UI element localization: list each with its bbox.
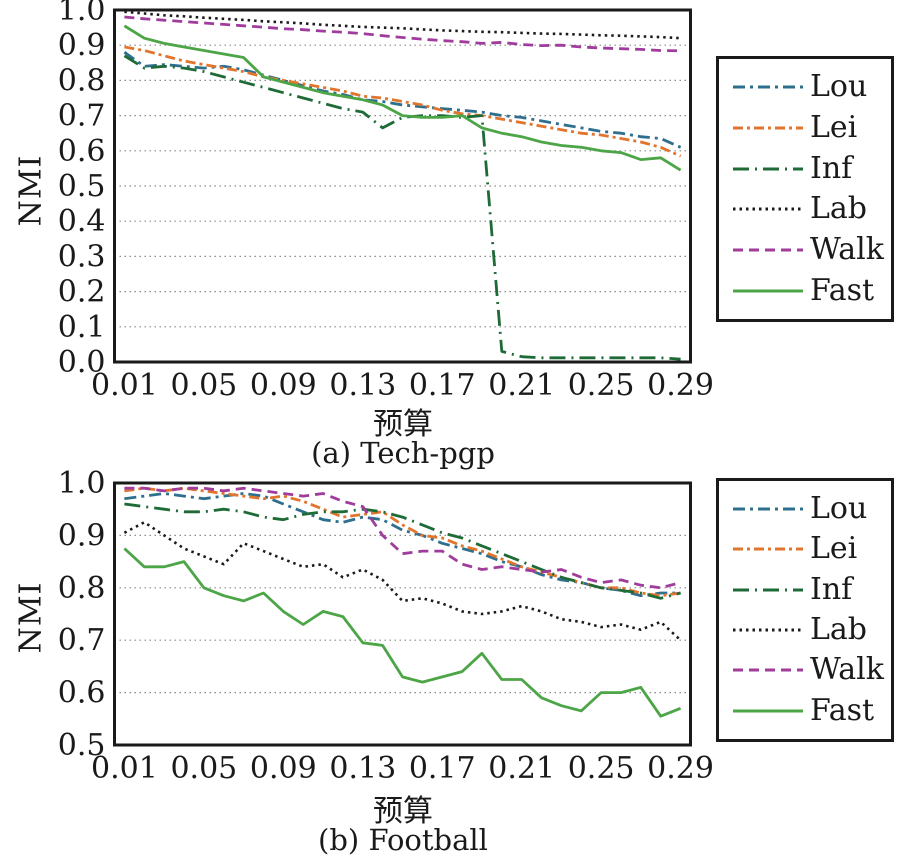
y-tick-label-0.6: 0.6 [58, 134, 106, 169]
series-line-fast [123, 24, 682, 172]
legend-line-sample-walk [733, 248, 803, 252]
chart-b-legend: Lou Lei Inf Lab Walk Fast [716, 478, 894, 742]
y-tick-label-1.0: 1.0 [58, 466, 106, 501]
series-line-lei [124, 45, 682, 158]
y-tick-label-0.8: 0.8 [58, 571, 106, 606]
series-line-inf [124, 502, 681, 600]
chart-b-caption: (b) Football [318, 823, 488, 857]
legend-line-sample-inf [733, 588, 803, 592]
legend-line-sample-fast [733, 289, 803, 293]
legend-item-lab: Lab [731, 194, 887, 224]
chart-a-x-axis-title: 预算 [373, 407, 433, 442]
x-tick-label-0.13: 0.13 [329, 368, 396, 403]
legend-item-walk: Walk [731, 231, 887, 267]
legend-label-lou: Lou [810, 69, 868, 105]
legend-label-lab: Lab [810, 191, 868, 227]
chart-a-plot-area: 1.00.90.80.70.60.50.40.30.20.10.00.01 0.0… [58, 0, 714, 403]
legend-item-fast: Fast [731, 692, 887, 728]
legend-item-lou: Lou [731, 494, 887, 524]
y-tick-label-0.1: 0.1 [58, 310, 106, 345]
legend-label-inf: Inf [810, 571, 853, 607]
y-tick-label-0.9: 0.9 [58, 518, 106, 553]
series-line-lei [124, 486, 681, 598]
legend-line-sample-lab [733, 207, 803, 211]
series-line-lab [123, 520, 682, 642]
chart-b-x-axis-title: 预算 [373, 794, 433, 829]
legend-item-lei: Lei [731, 534, 887, 564]
legend-item-lei: Lei [731, 109, 887, 145]
legend-label-lab: Lab [810, 612, 868, 648]
chart-a-y-axis-title: NMI [13, 154, 49, 227]
x-tick-label-0.25: 0.25 [568, 368, 635, 403]
series-line-fast [123, 547, 682, 718]
x-tick-label-0.09: 0.09 [250, 368, 317, 403]
legend-label-lou: Lou [810, 491, 868, 527]
legend-item-walk: Walk [731, 655, 887, 685]
x-tick-label-0.13: 0.13 [329, 751, 396, 786]
legend-line-sample-fast [733, 709, 803, 713]
y-tick-label-0.5: 0.5 [58, 169, 106, 204]
y-tick-label-0.7: 0.7 [58, 99, 106, 134]
legend-label-fast: Fast [810, 692, 875, 728]
series-line-inf [123, 54, 681, 361]
y-tick-label-0.5: 0.5 [58, 728, 106, 763]
legend-label-fast: Fast [810, 272, 875, 308]
x-tick-label-0.05: 0.05 [170, 751, 237, 786]
legend-item-fast: Fast [731, 272, 887, 308]
plot-border [113, 481, 692, 747]
y-tick-label-0.4: 0.4 [58, 204, 106, 239]
chart-a-legend: Lou Lei Inf Lab Walk Fast [716, 56, 894, 322]
legend-label-lei: Lei [810, 531, 858, 567]
y-tick-label-0.2: 0.2 [58, 275, 106, 310]
legend-label-inf: Inf [810, 150, 853, 186]
series-line-lab [124, 10, 681, 40]
y-tick-label-0.8: 0.8 [58, 63, 106, 98]
series-line-walk [124, 486, 681, 590]
y-tick-label-0.6: 0.6 [58, 676, 106, 711]
legend-item-lab: Lab [731, 615, 887, 645]
legend-line-sample-lei [733, 126, 803, 130]
x-tick-label-0.01: 0.01 [91, 751, 158, 786]
x-tick-label-0.17: 0.17 [409, 368, 476, 403]
y-tick-label-0.9: 0.9 [58, 28, 106, 63]
legend-line-sample-walk [733, 668, 803, 672]
legend-label-walk: Walk [810, 231, 884, 267]
chart-b-plot-area: 1.0 0.9 0.8 0.7 0.6 0.50.01 0.05 0.09 0.13 0.17 0.… [58, 466, 714, 786]
x-tick-label-0.21: 0.21 [488, 751, 555, 786]
y-tick-label-0.3: 0.3 [58, 239, 106, 274]
plot-border [113, 8, 692, 364]
legend-line-sample-lab [733, 628, 803, 632]
chart-a-caption: (a) Tech-pgp [311, 436, 495, 470]
legend-line-sample-lei [733, 547, 803, 551]
x-tick-label-0.29: 0.29 [647, 368, 714, 403]
y-tick-label-0.0: 0.0 [58, 345, 106, 380]
series-line-walk [124, 15, 681, 53]
y-tick-label-0.7: 0.7 [58, 623, 106, 658]
legend-item-inf: Inf [731, 150, 887, 186]
x-tick-label-0.29: 0.29 [647, 751, 714, 786]
x-tick-label-0.25: 0.25 [568, 751, 635, 786]
x-tick-label-0.21: 0.21 [488, 368, 555, 403]
legend-label-lei: Lei [810, 109, 858, 145]
chart-b-y-axis-title: NMI [13, 581, 49, 654]
legend-label-walk: Walk [810, 652, 884, 688]
legend-item-inf: Inf [731, 571, 887, 607]
x-tick-label-0.17: 0.17 [409, 751, 476, 786]
legend-line-sample-lou [733, 507, 803, 511]
x-tick-label-0.05: 0.05 [170, 368, 237, 403]
x-tick-label-0.01: 0.01 [91, 368, 158, 403]
legend-line-sample-lou [733, 85, 803, 89]
y-tick-label-1.0: 1.0 [58, 0, 106, 28]
legend-item-lou: Lou [731, 72, 887, 102]
x-tick-label-0.09: 0.09 [250, 751, 317, 786]
legend-line-sample-inf [733, 167, 803, 171]
